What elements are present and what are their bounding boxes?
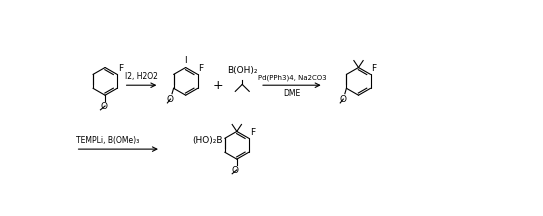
Text: F: F <box>250 128 255 137</box>
Text: I: I <box>185 56 187 65</box>
Text: TEMPLi, B(OMe)₃: TEMPLi, B(OMe)₃ <box>75 135 139 145</box>
Text: +: + <box>213 79 224 92</box>
Text: O: O <box>100 102 107 111</box>
Text: O: O <box>167 95 174 104</box>
Text: F: F <box>118 64 123 73</box>
Text: F: F <box>199 64 204 73</box>
Text: F: F <box>371 64 376 73</box>
Text: I2, H2O2: I2, H2O2 <box>125 71 158 81</box>
Text: Pd(PPh3)4, Na2CO3: Pd(PPh3)4, Na2CO3 <box>257 74 326 81</box>
Text: O: O <box>232 166 239 175</box>
Text: B(OH)₂: B(OH)₂ <box>227 66 257 75</box>
Text: (HO)₂B: (HO)₂B <box>193 136 223 145</box>
Text: O: O <box>340 95 347 104</box>
Text: DME: DME <box>283 89 300 98</box>
